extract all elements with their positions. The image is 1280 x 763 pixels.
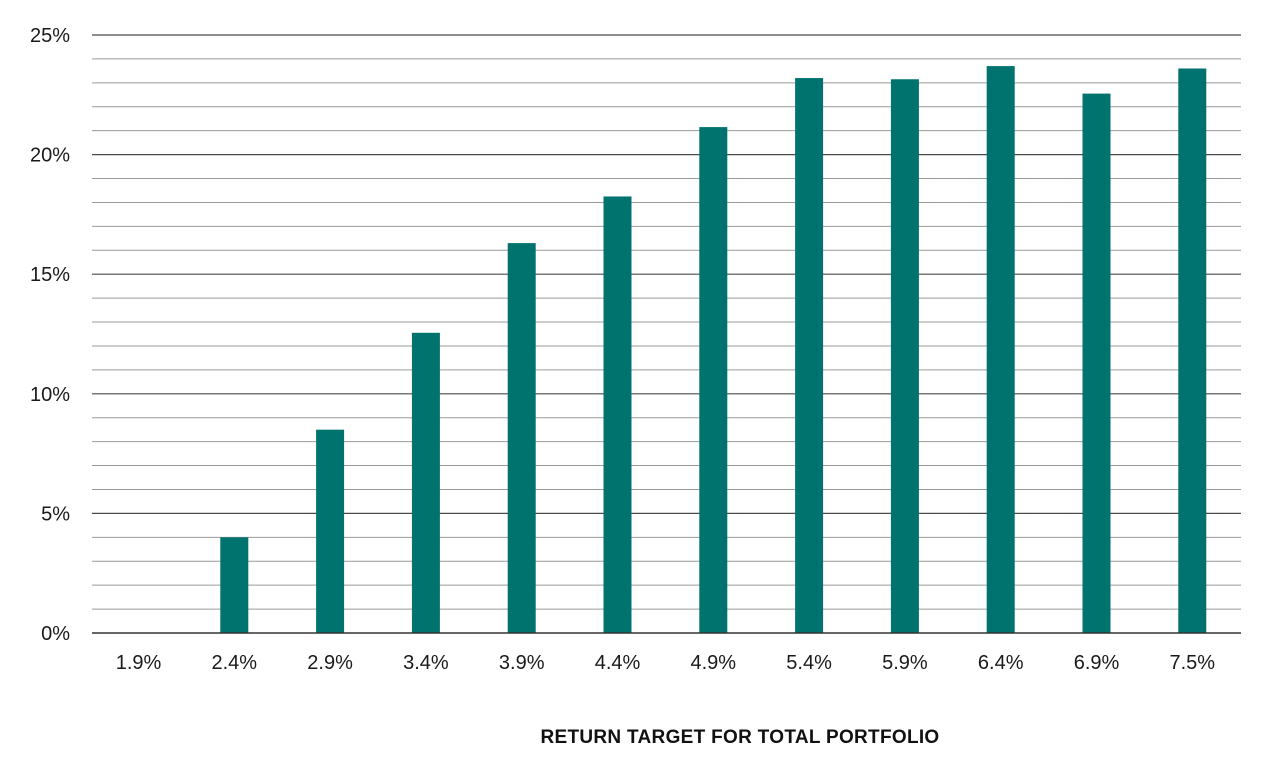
bar [603,196,632,633]
bar [890,79,919,633]
x-tick-label: 6.4% [978,652,1024,674]
y-tick-label: 5% [41,503,70,525]
x-tick-label: 4.4% [595,652,641,674]
x-tick-label: 4.9% [691,652,737,674]
y-tick-label: 10% [30,384,70,406]
x-tick-label: 2.4% [212,652,258,674]
y-tick-label: 25% [30,25,70,47]
y-tick-labels: 0% 5% 10% 15% 20% 25% [30,25,70,645]
x-tick-label: 5.4% [786,652,832,674]
bar [220,537,249,633]
x-tick-label: 6.9% [1074,652,1120,674]
bar [316,429,345,633]
bar [699,127,728,633]
bars-group [220,66,1207,634]
bar [795,78,824,633]
y-tick-label: 15% [30,264,70,286]
x-tick-label: 3.9% [499,652,545,674]
x-tick-label: 2.9% [307,652,353,674]
bar [986,66,1015,633]
x-tick-label: 5.9% [882,652,928,674]
x-axis-title: RETURN TARGET FOR TOTAL PORTFOLIO [540,727,939,748]
x-tick-label: 7.5% [1170,652,1216,674]
bar [1178,68,1207,634]
bar [1082,93,1111,633]
y-tick-label: 0% [41,623,70,645]
x-tick-label: 3.4% [403,652,449,674]
grid-lines [92,34,1241,610]
y-tick-label: 20% [30,145,70,167]
bar [411,332,440,633]
bar [507,243,536,633]
x-tick-labels: 1.9% 2.4% 2.9% 3.4% 3.9% 4.4% 4.9% 5.4% 5.9% 6.4%… [116,652,1216,674]
x-tick-label: 1.9% [116,652,162,674]
